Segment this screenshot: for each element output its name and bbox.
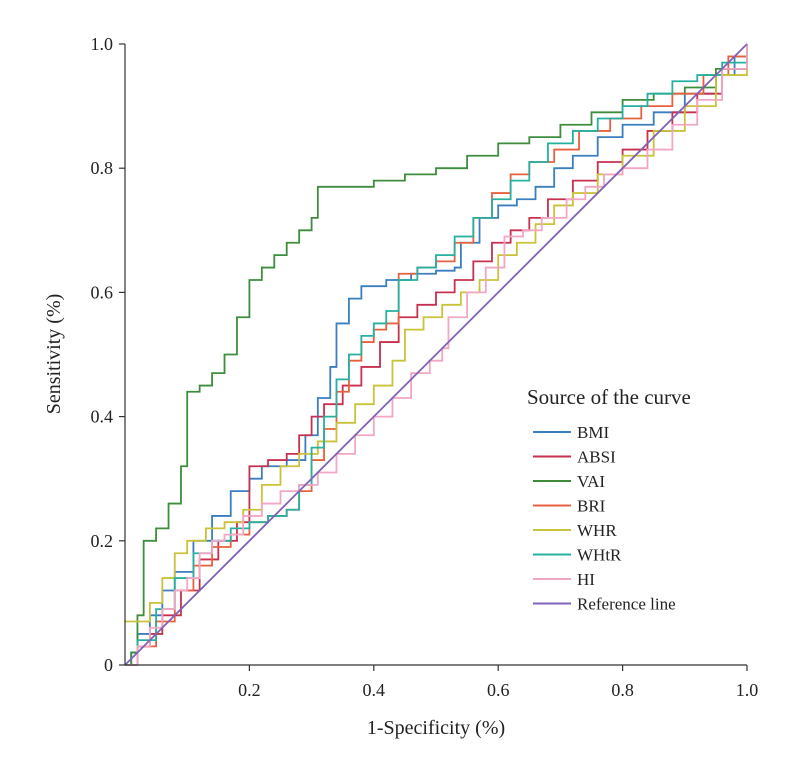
series-line-bri bbox=[125, 44, 748, 666]
series-line-reference-line bbox=[124, 43, 748, 666]
y-tick-label: 0 bbox=[104, 655, 113, 675]
y-tick-label: 0.4 bbox=[91, 407, 114, 427]
y-axis-title: Sensitivity (%) bbox=[43, 294, 65, 415]
legend-label-vai: VAI bbox=[577, 472, 605, 491]
series-line-vai bbox=[125, 44, 748, 666]
x-tick-label: 0.8 bbox=[611, 680, 634, 700]
y-tick-label: 0.8 bbox=[91, 158, 114, 178]
series-line-bmi bbox=[125, 44, 748, 666]
legend-items: BMI ABSI VAI BRI WHR WHtR HI Reference line bbox=[533, 423, 676, 614]
legend: Source of the curve BMI ABSI VAI BRI WHR WHtR… bbox=[527, 385, 691, 614]
legend-label-bmi: BMI bbox=[577, 423, 609, 442]
legend-label-whr: WHR bbox=[577, 521, 617, 540]
axes-layer bbox=[124, 44, 747, 666]
legend-label-reference-line: Reference line bbox=[577, 595, 676, 614]
x-axis-title: 1-Specificity (%) bbox=[367, 717, 505, 739]
y-tick-label: 1.0 bbox=[91, 34, 114, 54]
series-line-hi bbox=[125, 44, 748, 666]
y-tick-label: 0.2 bbox=[91, 531, 114, 551]
series-layer bbox=[124, 43, 748, 666]
x-tick-label: 0.2 bbox=[238, 680, 261, 700]
legend-label-absi: ABSI bbox=[577, 448, 616, 467]
legend-label-whtr: WHtR bbox=[577, 546, 622, 565]
legend-title: Source of the curve bbox=[527, 385, 691, 409]
series-line-whr bbox=[125, 44, 748, 623]
x-tick-label: 0.4 bbox=[363, 680, 386, 700]
y-tick-label: 0.6 bbox=[91, 282, 114, 302]
legend-label-hi: HI bbox=[577, 570, 595, 589]
x-tick-label: 1.0 bbox=[736, 680, 759, 700]
x-tick-label: 0.6 bbox=[487, 680, 510, 700]
tick-layer: 0.2 0.4 0.6 0.8 1.0 0 0.2 0.4 0.6 0.8 1.0 bbox=[91, 34, 759, 700]
series-line-whtr bbox=[125, 44, 748, 666]
legend-label-bri: BRI bbox=[577, 497, 606, 516]
